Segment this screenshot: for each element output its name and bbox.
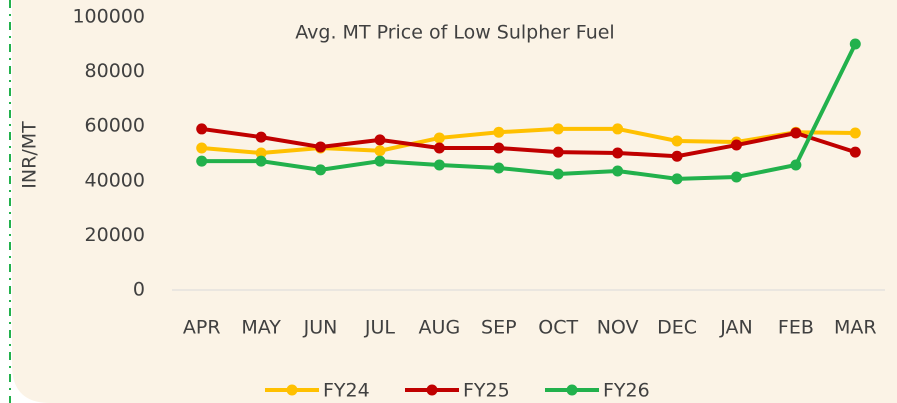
point [493,142,505,154]
point [374,134,386,146]
point [493,162,505,174]
y-tick-label: 100000 [72,6,145,28]
point [196,123,208,135]
legend-label: FY25 [463,380,510,402]
point [671,135,683,147]
series-line [201,126,856,155]
x-tick-label: APR [183,317,221,339]
x-tick-label: MAR [834,317,877,339]
point [315,141,327,153]
point [315,164,327,176]
point [849,146,861,158]
point [612,123,624,135]
point [255,155,267,167]
point [255,147,267,159]
legend-marker [286,384,298,396]
x-tick-label: MAY [241,317,281,339]
point [552,168,564,180]
point [552,146,564,158]
x-tick-label: NOV [597,317,639,339]
point [552,123,564,135]
x-tick-label: DEC [657,317,697,339]
point [671,173,683,185]
point [790,159,802,171]
series-line [201,126,856,159]
point [255,131,267,143]
point [196,142,208,154]
point [374,145,386,157]
y-tick-label: 0 [133,279,145,301]
y-tick-label: 60000 [85,115,145,137]
legend-label: FY26 [603,380,650,402]
point [612,147,624,159]
x-tick-label: FEB [778,317,814,339]
point [493,126,505,138]
y-tick-label: 80000 [85,60,145,82]
point [433,142,445,154]
point [433,159,445,171]
point [730,139,742,151]
point [730,171,742,183]
x-tick-label: JAN [719,317,752,339]
x-tick-label: AUG [419,317,461,339]
y-tick-label: 40000 [85,169,145,191]
point [671,150,683,162]
legend-marker [566,384,578,396]
x-tick-label: JUN [303,317,338,339]
y-axis-label: INR/MT [19,121,41,189]
point [433,132,445,144]
legend-label: FY24 [323,380,370,402]
point [849,38,861,50]
point [612,165,624,177]
point [196,155,208,167]
series-line [201,43,858,181]
point [849,127,861,139]
x-tick-label: OCT [538,317,578,339]
point [374,155,386,167]
x-tick-label: SEP [481,317,517,339]
x-tick-label: JUL [364,317,396,339]
y-tick-label: 20000 [85,224,145,246]
legend-marker [426,384,438,396]
chart-title: Avg. MT Price of Low Sulpher Fuel [295,22,614,44]
point [790,127,802,139]
